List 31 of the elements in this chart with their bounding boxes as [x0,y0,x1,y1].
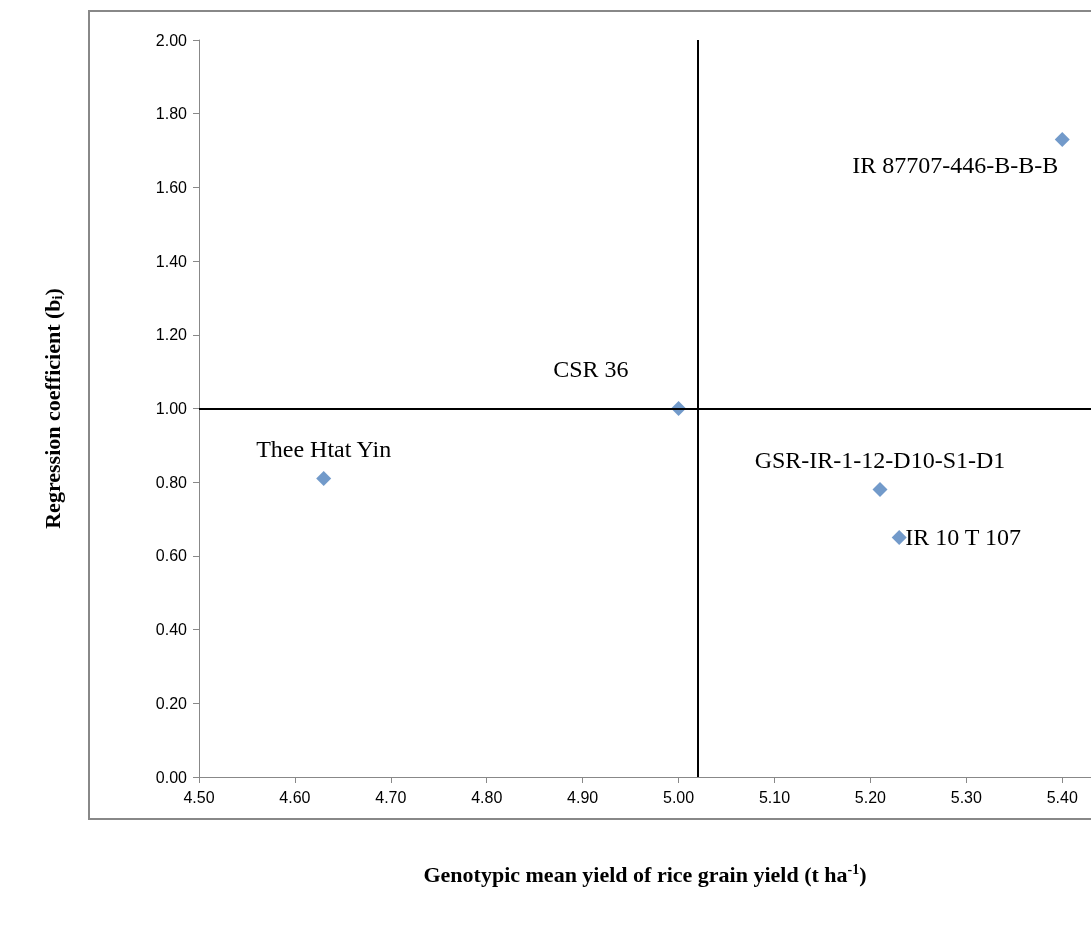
point [316,471,332,487]
x-tick-label: 5.10 [758,788,791,806]
annotation: IR 87707-446-B-B-B [852,152,1059,179]
y-tick-label: 1.60 [155,178,188,196]
x-tick-label: 4.80 [471,788,503,806]
x-tick-label: 5.00 [663,788,695,806]
y-tick-label: 1.20 [155,326,188,344]
y-tick-label: 0.00 [155,768,188,786]
y-tick-label: 0.80 [155,473,188,491]
y-tick-label: 1.40 [155,252,188,270]
annotation: CSR 36 [553,355,629,382]
x-tick-label: 4.90 [567,788,599,806]
y-tick-label: 0.20 [155,694,188,712]
y-tick-label: 2.00 [155,31,188,49]
y-axis-title: Regression coefficient (bi) [39,288,65,529]
x-tick-label: 5.30 [950,788,982,806]
y-tick-label: 0.40 [155,621,188,639]
x-tick-label: 4.70 [375,788,407,806]
point [1054,131,1070,147]
x-tick-label: 5.40 [1046,788,1078,806]
point [872,482,888,498]
y-tick-label: 1.80 [155,105,188,123]
y-tick-label: 0.60 [155,547,188,565]
x-tick-label: 4.50 [183,788,215,806]
annotation: GSR-IR-1-12-D10-S1-D1 [754,446,1006,473]
annotation: IR 10 T 107 [905,524,1021,551]
x-tick-label: 4.60 [279,788,311,806]
y-tick-label: 1.00 [155,400,188,417]
annotation: Thee Htat Yin [256,435,392,462]
x-tick-label: 5.20 [854,788,887,806]
point [891,529,907,545]
